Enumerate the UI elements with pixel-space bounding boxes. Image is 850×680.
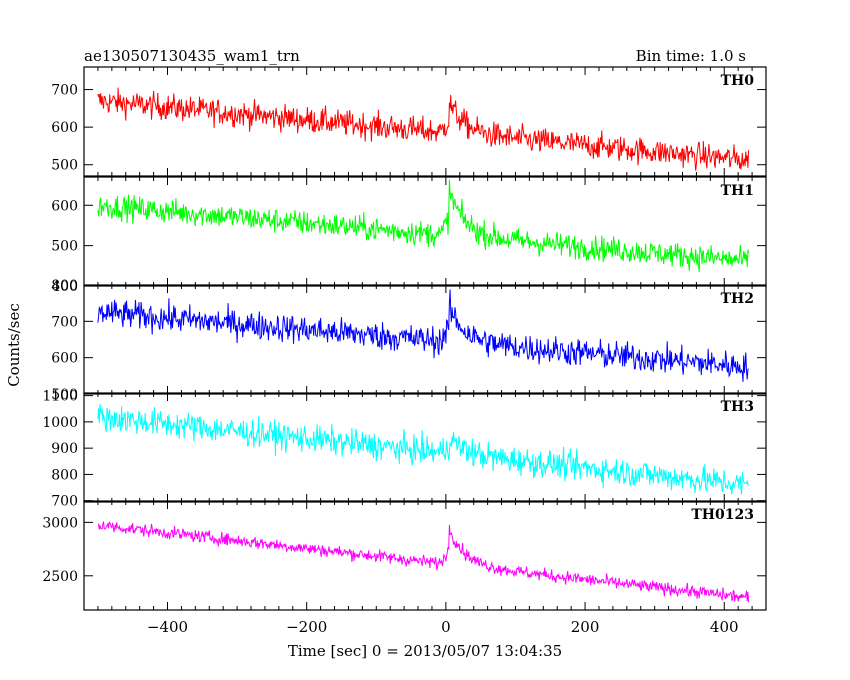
y-tick-label: 3000	[42, 515, 78, 531]
y-tick-label: 500	[51, 158, 78, 174]
y-tick-label: 900	[51, 441, 78, 457]
panels-group: 500 600 700 TH0 400 500 600 TH1 500 600 700 800 TH2 7…	[42, 66, 767, 636]
panel-frame	[83, 284, 767, 395]
x-tick-label: 200	[571, 618, 600, 636]
y-tick-label: 1100	[42, 389, 78, 405]
panel-frame	[83, 176, 767, 287]
series-th2-line	[97, 289, 750, 382]
x-tick-label: −400	[147, 618, 188, 636]
y-tick-label: 2500	[42, 569, 78, 585]
y-tick-label: 400	[51, 279, 78, 295]
y-tick-label: 600	[51, 351, 78, 367]
panel-label-th3: TH3	[721, 399, 754, 415]
panel-frame	[83, 500, 767, 611]
y-tick-label: 500	[51, 239, 78, 255]
series-th3-line	[97, 403, 750, 495]
panel-label-th0123: TH0123	[691, 507, 754, 523]
y-tick-label: 700	[51, 494, 78, 510]
y-tick-label: 800	[51, 467, 78, 483]
y-tick-label: 600	[51, 120, 78, 136]
x-tick-label: 0	[441, 618, 451, 636]
series-th0-line	[97, 87, 750, 171]
panel-label-th2: TH2	[721, 291, 754, 307]
panel-frame	[83, 66, 767, 177]
panel-label-th0: TH0	[721, 73, 755, 89]
title-right: Bin time: 1.0 s	[636, 47, 746, 65]
x-axis-label: Time [sec] 0 = 2013/05/07 13:04:35	[288, 642, 562, 660]
y-tick-label: 700	[51, 314, 78, 330]
y-axis-label: Counts/sec	[5, 303, 23, 387]
x-tick-label: −200	[286, 618, 327, 636]
panel-label-th1: TH1	[721, 183, 754, 199]
title-left: ae130507130435_wam1_trn	[84, 47, 300, 65]
series-th1-line	[97, 179, 750, 273]
x-tick-label: 400	[710, 618, 739, 636]
y-tick-label: 600	[51, 198, 78, 214]
y-tick-label: 800	[51, 278, 78, 294]
y-tick-label: 500	[51, 387, 78, 403]
series-th0123-line	[97, 521, 750, 603]
y-tick-label: 1000	[42, 415, 78, 431]
panel-frame	[83, 392, 767, 503]
y-tick-label: 700	[51, 83, 78, 99]
